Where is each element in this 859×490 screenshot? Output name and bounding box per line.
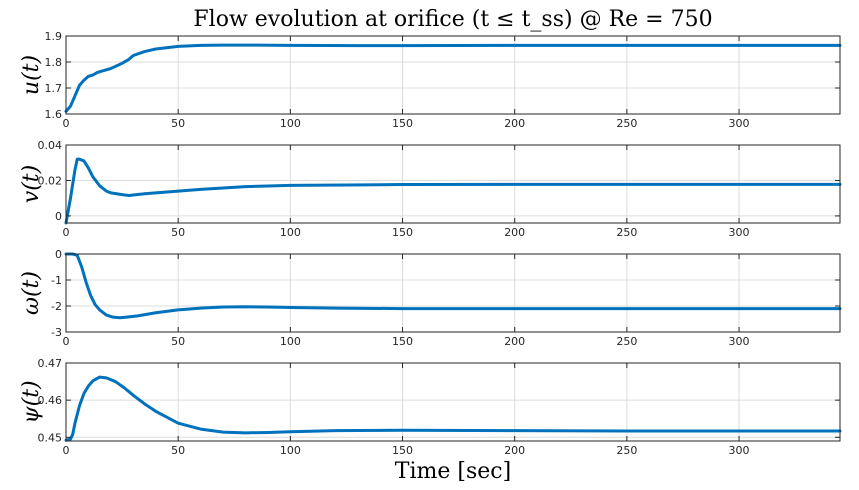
series-line-4 [64, 375, 842, 442]
subplot-stack: 0 50 100 150 200 250 300 1.6 1.7 1.8 1.9u(t) 0 50 100… [19, 30, 842, 457]
y-tick-label: 1.6 [45, 108, 63, 121]
x-tick-label: 50 [171, 226, 185, 239]
x-tick-label: 50 [171, 444, 185, 457]
y-tick-label: -1 [51, 274, 62, 287]
x-tick-label: 100 [280, 335, 301, 348]
x-tick-label: 0 [63, 335, 70, 348]
y-axis-label-2: v(t) [19, 165, 44, 203]
y-tick-label: 0 [55, 248, 62, 261]
x-tick-label: 250 [616, 335, 637, 348]
y-tick-label: 0 [55, 210, 62, 223]
y-tick-label: 1.7 [45, 82, 63, 95]
y-tick-label: -2 [51, 300, 62, 313]
x-tick-label: 0 [63, 117, 70, 130]
x-tick-label: 0 [63, 226, 70, 239]
figure-title: Flow evolution at orifice (t ≤ t_ss) @ R… [193, 7, 712, 32]
x-tick-label: 150 [392, 117, 413, 130]
series-line-3 [64, 252, 842, 320]
y-tick-label: -3 [51, 326, 62, 339]
y-tick-label: 0.47 [38, 357, 63, 370]
x-tick-label: 100 [280, 444, 301, 457]
x-tick-label: 150 [392, 226, 413, 239]
y-tick-label: 1.8 [45, 56, 63, 69]
x-tick-label: 200 [504, 444, 525, 457]
x-tick-label: 100 [280, 226, 301, 239]
x-tick-label: 250 [616, 117, 637, 130]
x-tick-label: 50 [171, 117, 185, 130]
y-tick-label: 0.46 [38, 394, 63, 407]
x-tick-label: 200 [504, 335, 525, 348]
x-tick-label: 300 [729, 226, 750, 239]
subplot-3: 0 50 100 150 200 250 300 0 -1 -2 -3 ω(t) [19, 248, 842, 348]
axes-box [65, 253, 841, 333]
x-tick-label: 200 [504, 117, 525, 130]
x-tick-label: 50 [171, 335, 185, 348]
x-tick-label: 250 [616, 444, 637, 457]
axes-box [65, 35, 841, 115]
y-tick-label: 0.04 [38, 139, 63, 152]
x-tick-label: 200 [504, 226, 525, 239]
y-axis-label-1: u(t) [19, 55, 44, 95]
x-tick-label: 150 [392, 335, 413, 348]
subplot-4: 0 50 100 150 200 250 300 0.45 0.46 0.47 ψ(t) [19, 357, 842, 457]
y-tick-label: 0.45 [38, 431, 63, 444]
subplot-1: 0 50 100 150 200 250 300 1.6 1.7 1.8 1.9u(t) [19, 30, 842, 130]
subplot-2: 0 50 100 150 200 250 300 0 0.02 0.04 v(t) [19, 139, 842, 239]
x-tick-label: 0 [63, 444, 70, 457]
axes-box [65, 144, 841, 224]
x-tick-label: 250 [616, 226, 637, 239]
x-tick-label: 300 [729, 335, 750, 348]
y-axis-label-3: ω(t) [19, 271, 44, 315]
x-tick-label: 300 [729, 117, 750, 130]
x-axis-label: Time [sec] [395, 459, 511, 484]
x-tick-label: 300 [729, 444, 750, 457]
y-tick-label: 0.02 [38, 174, 63, 187]
x-tick-label: 150 [392, 444, 413, 457]
x-tick-label: 100 [280, 117, 301, 130]
axes-box [65, 362, 841, 442]
y-axis-label-4: ψ(t) [19, 380, 44, 423]
y-tick-label: 1.9 [45, 30, 63, 43]
series-line-2 [64, 157, 842, 225]
series-line-1 [64, 43, 842, 113]
